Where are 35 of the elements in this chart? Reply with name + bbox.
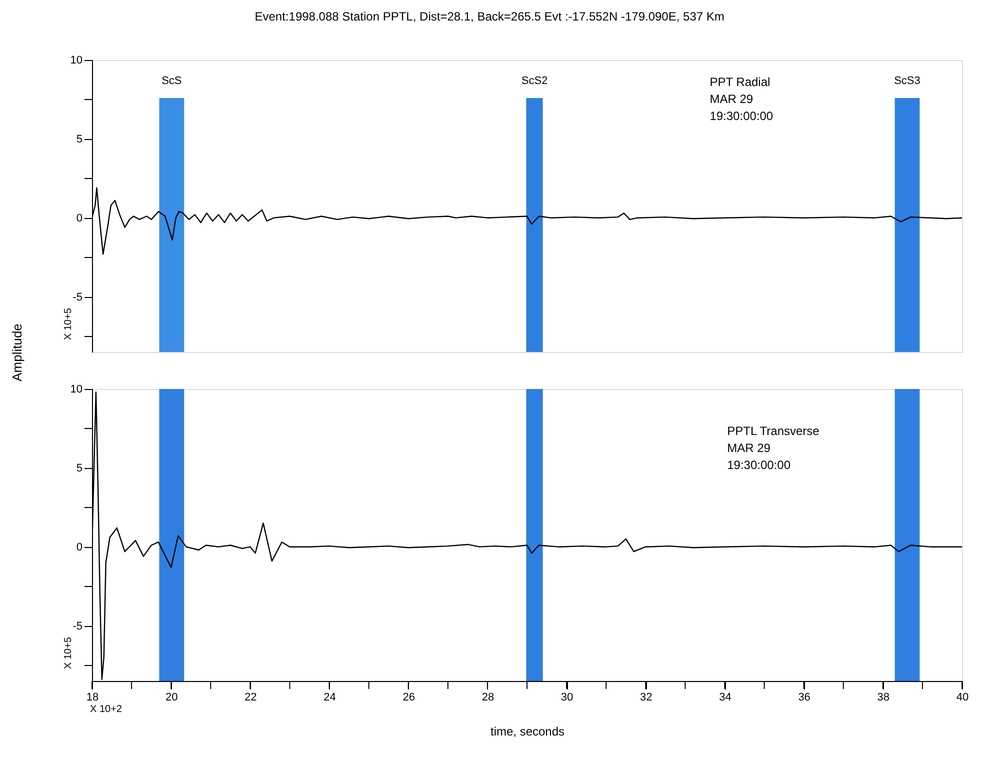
annotation: MAR 29 [710,92,754,106]
y-tick-label: 5 [76,462,82,474]
x-tick-label: 34 [719,692,732,704]
annotation: MAR 29 [727,441,771,455]
x-axis-title: time, seconds [490,724,565,738]
text: PPT Radial [710,75,770,89]
chart-title: Event:1998.088 Station PPTL, Dist=28.1, Back=265.5 Evt :-17.552N -179.090E, 537 Km [254,10,724,24]
band-label: ScS [162,75,182,87]
band-label: ScS3 [894,75,920,87]
x-tick-label: 24 [324,692,336,704]
y-tick-label: -5 [72,620,82,632]
x-tick-label: 28 [482,692,494,704]
band-label: ScS2 [521,75,548,87]
text: X 10+5 [63,308,74,340]
x-tick-label: 30 [560,692,574,704]
x-tick-label: 40 [956,692,969,704]
x-tick-label: 18 [86,692,99,704]
text: PPTL Transverse [727,424,820,438]
x-tick-label: 32 [640,692,652,704]
text: X 10+5 [63,636,74,669]
x-tick-label: 22 [244,692,257,704]
x-tick-label: 26 [402,692,415,704]
y-axis-title: Amplitude [10,324,24,382]
annotation: 19:30:00:00 [710,109,774,123]
y-tick-label: 5 [76,133,82,146]
y-tick-label: -5 [72,291,82,304]
annotation: 19:30:00:00 [727,458,791,472]
y-tick-label: 10 [70,384,82,396]
y-tick-label: 0 [76,212,82,224]
x-tick-label: 38 [877,692,890,704]
y-tick-label: 0 [76,541,82,554]
x-tick-label: 20 [165,692,178,704]
x-tick-label: 36 [798,692,810,704]
text: X 10+2 [90,704,122,715]
y-tick-label: 10 [70,54,82,66]
